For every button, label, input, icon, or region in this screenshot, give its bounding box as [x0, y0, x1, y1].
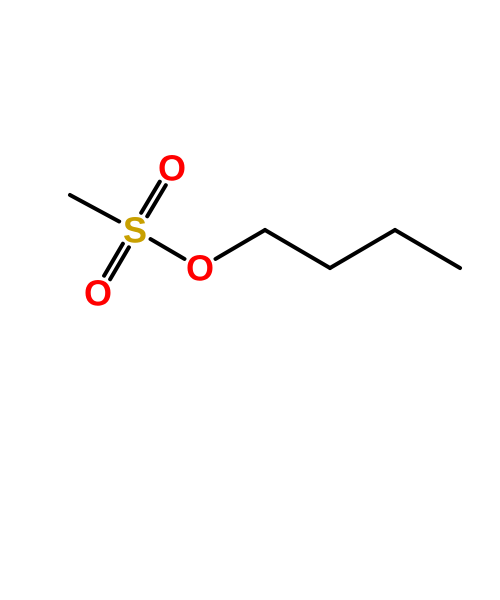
- molecule-diagram: SO O O: [10, 100, 490, 500]
- svg-text:O: O: [84, 273, 112, 314]
- svg-text:S: S: [123, 210, 147, 251]
- svg-text:O: O: [186, 248, 214, 289]
- molecule-svg: SO O O: [10, 100, 490, 400]
- svg-text:O: O: [158, 148, 186, 189]
